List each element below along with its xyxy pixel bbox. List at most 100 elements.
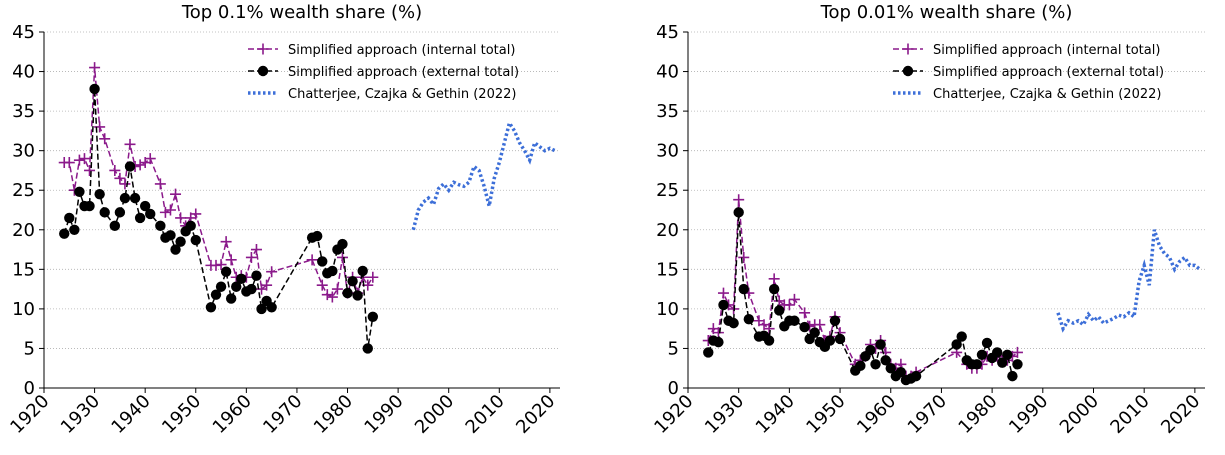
legend-item: Simplified approach (internal total) [248, 43, 515, 58]
y-tick-label: 15 [656, 259, 679, 280]
data-point [119, 192, 131, 204]
data-point [738, 283, 749, 295]
series-3 [1056, 229, 1202, 333]
data-point [109, 220, 121, 232]
x-tick: 1950 [158, 388, 205, 438]
data-point [89, 83, 100, 95]
series-line [1056, 229, 1202, 333]
y-tick: 0 [668, 378, 688, 399]
y-tick-label: 10 [656, 299, 679, 320]
data-point [145, 208, 156, 220]
y-tick-label: 0 [24, 378, 35, 399]
y-tick: 35 [12, 101, 44, 122]
x-tick: 2010 [462, 388, 509, 438]
x-tick: 2020 [512, 388, 559, 438]
data-point [256, 303, 267, 315]
legend: Simplified approach (internal total) Simp… [893, 43, 1164, 102]
data-point [342, 287, 353, 299]
data-point [139, 200, 151, 212]
y-tick-label: 30 [12, 141, 35, 162]
data-point [774, 305, 785, 316]
series-line [64, 67, 374, 298]
data-point [1012, 359, 1023, 370]
legend-item: Simplified approach (external total) [248, 65, 519, 80]
data-point [84, 200, 95, 212]
data-point [814, 319, 826, 331]
data-point [215, 259, 227, 271]
x-tick-label: 1930 [57, 391, 104, 438]
y-tick: 15 [656, 259, 688, 280]
data-point [799, 321, 810, 333]
data-point [733, 207, 744, 218]
x-tick-label: 2010 [462, 391, 509, 438]
series-line [707, 199, 1018, 377]
x-tick-label: 1940 [752, 391, 799, 438]
x-tick: 1930 [57, 388, 104, 438]
data-point [880, 355, 891, 366]
x-tick-label: 2020 [512, 391, 559, 438]
data-point [124, 138, 136, 150]
data-point [99, 133, 111, 145]
data-point [99, 207, 110, 218]
x-tick-label: 1970 [904, 391, 951, 438]
series-line [707, 212, 1019, 381]
data-point [971, 359, 983, 370]
y-tick-label: 5 [668, 338, 679, 359]
data-point [317, 256, 328, 267]
data-point [809, 327, 820, 338]
x-tick-label: 1950 [158, 391, 205, 438]
data-point [144, 153, 156, 165]
data-point [261, 279, 273, 291]
data-point [175, 236, 186, 247]
x-tick-label: 1960 [853, 391, 900, 438]
series-3 [411, 118, 556, 231]
data-point [712, 327, 724, 339]
y-tick-label: 40 [656, 62, 679, 83]
x-tick: 1930 [701, 388, 748, 438]
data-point [743, 313, 755, 325]
data-point [738, 251, 750, 263]
data-point [311, 230, 323, 242]
y-tick: 20 [656, 220, 688, 241]
data-point [246, 283, 257, 295]
legend-item: Chatterjee, Czajka & Gethin (2022) [248, 87, 516, 102]
data-point [175, 212, 187, 224]
data-point [185, 220, 196, 232]
data-point [768, 283, 780, 295]
data-point [306, 254, 318, 266]
data-point [69, 224, 80, 235]
legend-item: Chatterjee, Czajka & Gethin (2022) [893, 87, 1161, 102]
data-point [788, 293, 800, 305]
data-point [910, 370, 922, 382]
y-tick-label: 20 [12, 220, 35, 241]
data-point [124, 161, 136, 172]
data-point [190, 208, 202, 220]
data-point [347, 276, 358, 287]
data-point [94, 188, 105, 200]
legend-label: Simplified approach (internal total) [288, 43, 515, 58]
chart-panel-1: Top 0.1% wealth share (%) 0 5 10 15 20 25 30 35 4… [6, 2, 560, 438]
x-tick: 1960 [853, 388, 900, 438]
data-point [337, 238, 348, 250]
x-tick: 2010 [1106, 388, 1154, 438]
legend: Simplified approach (internal total) Simp… [248, 43, 519, 102]
chart-title: Top 0.1% wealth share (%) [181, 2, 422, 23]
data-point [824, 335, 836, 346]
series-2 [59, 83, 379, 354]
data-point [220, 236, 232, 248]
x-tick-label: 1960 [209, 391, 256, 438]
data-point [74, 186, 85, 198]
data-point [367, 311, 379, 322]
y-tick: 15 [12, 259, 44, 280]
x-tick-label: 1970 [259, 391, 306, 438]
data-point [73, 154, 85, 166]
y-tick-label: 0 [668, 378, 679, 399]
data-point [78, 153, 90, 165]
data-point [250, 244, 262, 256]
data-point [1007, 370, 1018, 382]
data-point [1011, 346, 1023, 358]
y-tick: 10 [656, 299, 688, 320]
data-point [997, 357, 1008, 368]
data-point [728, 317, 739, 329]
y-tick-label: 25 [656, 180, 679, 201]
